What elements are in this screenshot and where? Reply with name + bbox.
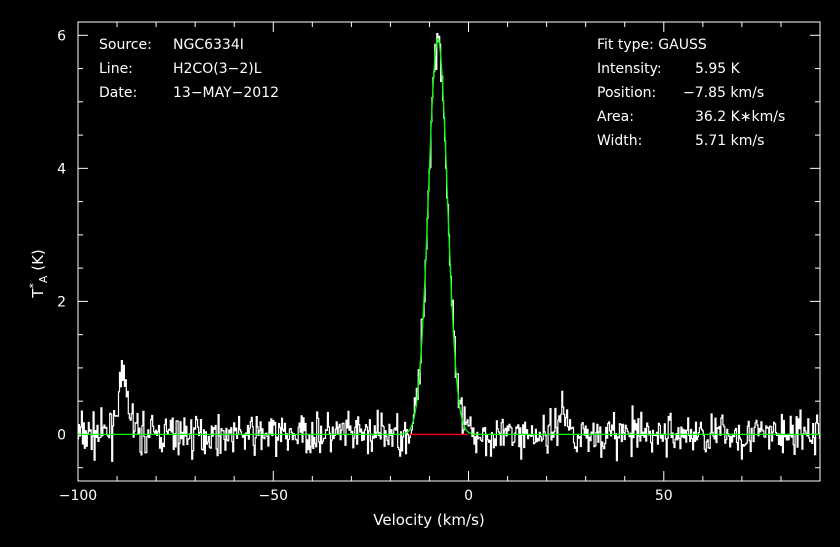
date-row: Date: 13−MAY−2012	[99, 81, 279, 105]
fit-title: Fit type: GAUSS	[597, 37, 707, 53]
fit-position-row: Position: −7.85 km/s	[597, 81, 785, 105]
fit-width-value: 5.71 km/s	[695, 133, 765, 149]
plot-frame	[77, 21, 821, 482]
fit-area-label: Area:	[597, 109, 634, 125]
line-row: Line: H2CO(3−2)L	[99, 57, 279, 81]
date-value: 13−MAY−2012	[173, 85, 280, 101]
source-value: NGC6334I	[173, 37, 244, 53]
x-axis-label: Velocity (km/s)	[373, 511, 484, 529]
y-tick-label: 4	[57, 161, 66, 177]
y-tick-label: 0	[57, 427, 66, 443]
source-label: Source:	[99, 37, 152, 53]
fit-area-value: 36.2 K∗km/s	[695, 109, 786, 125]
observation-info: Source: NGC6334I Line: H2CO(3−2)L Date: 13−…	[99, 33, 279, 105]
y-axis-label: T*A (K)	[26, 249, 50, 298]
gaussian-fit-line	[78, 38, 820, 436]
line-value: H2CO(3−2)L	[173, 61, 262, 77]
y-tick-label: 2	[57, 294, 66, 310]
x-tick-label: −50	[258, 488, 288, 504]
fit-intensity-value: 5.95 K	[695, 61, 740, 77]
fit-intensity-row: Intensity: 5.95 K	[597, 57, 785, 81]
fit-position-value: −7.85 km/s	[683, 85, 765, 101]
fit-info: Fit type: GAUSS Intensity: 5.95 K Positio…	[597, 33, 785, 153]
y-tick-label: 6	[57, 28, 66, 44]
x-tick-label: 50	[655, 488, 673, 504]
fit-area-row: Area: 36.2 K∗km/s	[597, 105, 785, 129]
x-tick-label: 0	[464, 488, 473, 504]
line-label: Line:	[99, 61, 133, 77]
fit-position-label: Position:	[597, 85, 657, 101]
fit-width-row: Width: 5.71 km/s	[597, 129, 785, 153]
source-row: Source: NGC6334I	[99, 33, 279, 57]
fit-intensity-label: Intensity:	[597, 61, 662, 77]
fit-width-label: Width:	[597, 133, 643, 149]
x-tick-label: −100	[59, 488, 97, 504]
date-label: Date:	[99, 85, 138, 101]
